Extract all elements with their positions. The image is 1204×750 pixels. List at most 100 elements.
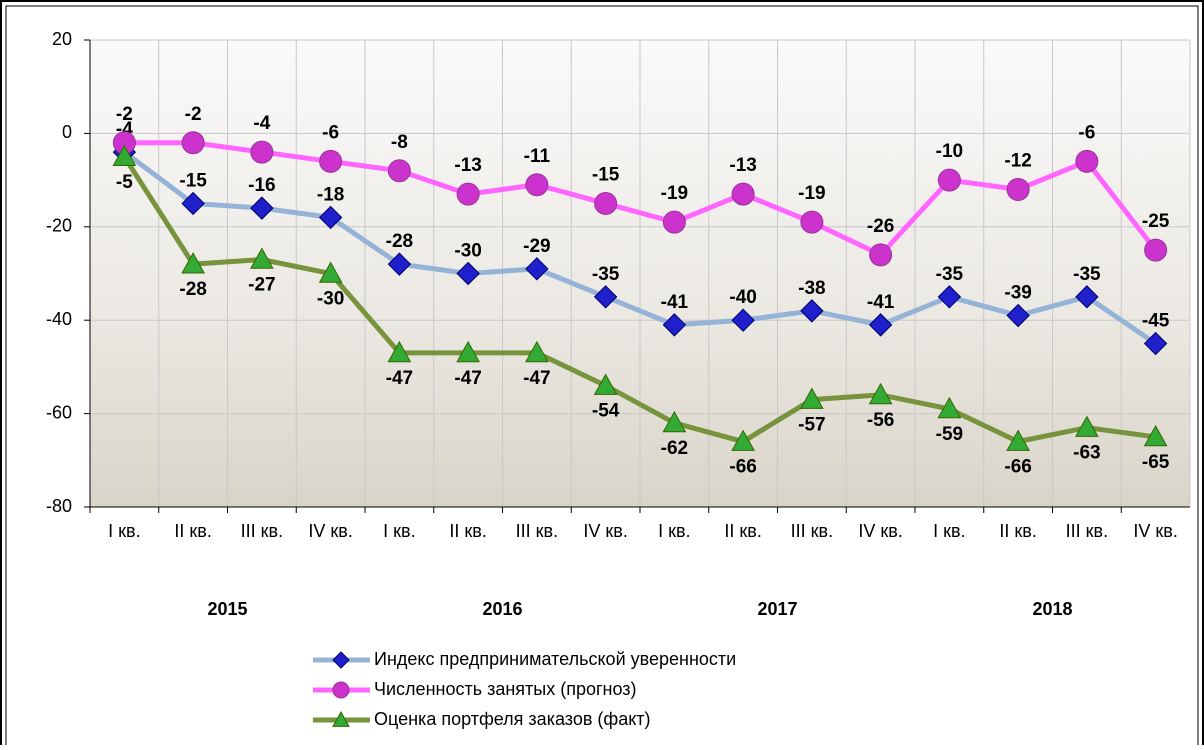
- point: [525, 173, 549, 197]
- year-label: 2017: [757, 599, 797, 619]
- data-label: -40: [729, 287, 756, 308]
- point: [1075, 285, 1099, 309]
- point: [525, 340, 549, 363]
- data-label: -35: [936, 264, 964, 285]
- data-label: -45: [1142, 311, 1170, 332]
- series-line: [122, 150, 1158, 346]
- point: [250, 247, 274, 269]
- point: [1144, 238, 1168, 262]
- data-label: -12: [1004, 150, 1031, 171]
- point: [937, 396, 962, 419]
- data-label: -57: [798, 415, 825, 436]
- x-tick-label: II кв.: [999, 521, 1036, 541]
- series-line: [124, 140, 1158, 258]
- data-label: -13: [729, 155, 756, 176]
- x-tick-label: I кв.: [383, 521, 415, 541]
- point: [112, 144, 137, 167]
- year-label: 2015: [207, 599, 247, 619]
- point: [387, 252, 412, 276]
- point: [387, 340, 412, 363]
- point: [1075, 149, 1099, 173]
- point: [181, 191, 205, 216]
- data-label: -19: [798, 183, 825, 204]
- x-tick-label: IV кв.: [308, 521, 352, 541]
- legend-label: Численность занятых (прогноз): [374, 679, 637, 699]
- point: [456, 340, 480, 363]
- point: [662, 313, 687, 337]
- legend-marker: [332, 651, 350, 669]
- point: [662, 410, 687, 433]
- data-label: -35: [1073, 264, 1101, 285]
- data-label: -66: [729, 457, 756, 478]
- data-label: -2: [116, 104, 133, 125]
- x-tick-label: III кв.: [791, 521, 833, 541]
- data-label: -15: [179, 170, 207, 191]
- data-label: -25: [1142, 211, 1170, 232]
- point: [731, 182, 755, 206]
- series-line: [122, 155, 1156, 445]
- data-label: -19: [661, 183, 688, 204]
- point: [868, 382, 893, 405]
- inner-border: [5, 5, 1199, 750]
- point: [937, 285, 962, 309]
- point: [525, 257, 549, 281]
- x-tick-label: II кв.: [449, 521, 486, 541]
- point: [181, 131, 205, 155]
- data-label: -8: [391, 132, 408, 153]
- point: [593, 373, 618, 395]
- x-tick-label: IV кв.: [1133, 521, 1177, 541]
- y-tick-label: -20: [46, 216, 72, 236]
- data-label: -39: [1004, 283, 1031, 304]
- point: [868, 313, 893, 337]
- y-tick-label: -40: [46, 309, 72, 329]
- data-label: -41: [867, 292, 895, 313]
- point: [387, 159, 411, 183]
- x-tick-label: I кв.: [108, 521, 140, 541]
- data-label: -35: [592, 264, 620, 285]
- data-label: -29: [523, 236, 550, 257]
- year-label: 2016: [482, 599, 522, 619]
- data-label: -15: [592, 164, 620, 185]
- data-label: -4: [253, 113, 270, 134]
- point: [869, 243, 893, 267]
- point: [731, 308, 755, 332]
- point: [318, 261, 343, 283]
- point: [1143, 424, 1168, 447]
- data-label: -6: [322, 122, 339, 143]
- year-label: 2018: [1032, 599, 1072, 619]
- point: [1075, 415, 1099, 437]
- data-label: -47: [454, 368, 481, 389]
- point: [250, 196, 274, 220]
- x-tick-label: I кв.: [658, 521, 690, 541]
- legend-marker: [332, 710, 350, 727]
- y-tick-label: 20: [52, 29, 72, 49]
- data-label: -27: [248, 275, 275, 296]
- x-tick-label: III кв.: [241, 521, 283, 541]
- point: [1006, 177, 1030, 201]
- data-label: -62: [661, 438, 688, 459]
- data-label: -54: [592, 401, 620, 422]
- data-label: -2: [185, 104, 202, 125]
- point: [319, 149, 343, 173]
- data-label: -5: [116, 172, 133, 193]
- x-tick-label: III кв.: [516, 521, 558, 541]
- legend-label: Оценка портфеля заказов (факт): [374, 709, 651, 729]
- data-label: -66: [1004, 457, 1031, 478]
- point: [800, 387, 824, 409]
- point: [318, 205, 343, 230]
- data-label: -59: [936, 424, 963, 445]
- point: [937, 168, 961, 192]
- point: [594, 191, 618, 215]
- point: [250, 140, 274, 164]
- point: [456, 261, 480, 286]
- x-tick-label: II кв.: [174, 521, 211, 541]
- y-tick-label: 0: [62, 122, 72, 142]
- x-tick-label: IV кв.: [858, 521, 902, 541]
- point: [593, 285, 618, 309]
- y-tick-label: -60: [46, 402, 72, 422]
- data-label: -30: [317, 289, 344, 310]
- point: [456, 182, 480, 206]
- point: [1006, 303, 1030, 328]
